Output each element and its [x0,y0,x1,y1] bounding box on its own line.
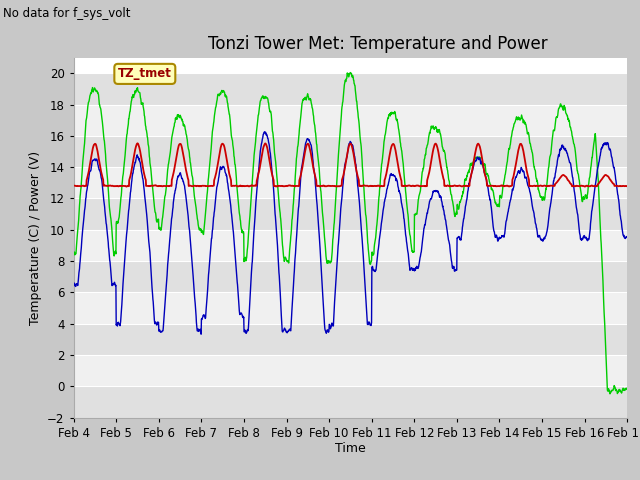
Title: Tonzi Tower Met: Temperature and Power: Tonzi Tower Met: Temperature and Power [208,35,548,53]
Bar [74,355,627,386]
Text: TZ_tmet: TZ_tmet [118,67,172,80]
Bar [74,230,627,261]
Bar [74,136,627,167]
Bar [74,292,627,324]
X-axis label: Time: Time [335,443,366,456]
Bar [74,386,627,418]
Y-axis label: Temperature (C) / Power (V): Temperature (C) / Power (V) [29,151,42,324]
Bar [74,261,627,292]
Bar [74,105,627,136]
Bar [74,167,627,198]
Text: No data for f_sys_volt: No data for f_sys_volt [3,7,131,20]
Bar [74,198,627,230]
Bar [74,324,627,355]
Bar [74,73,627,105]
